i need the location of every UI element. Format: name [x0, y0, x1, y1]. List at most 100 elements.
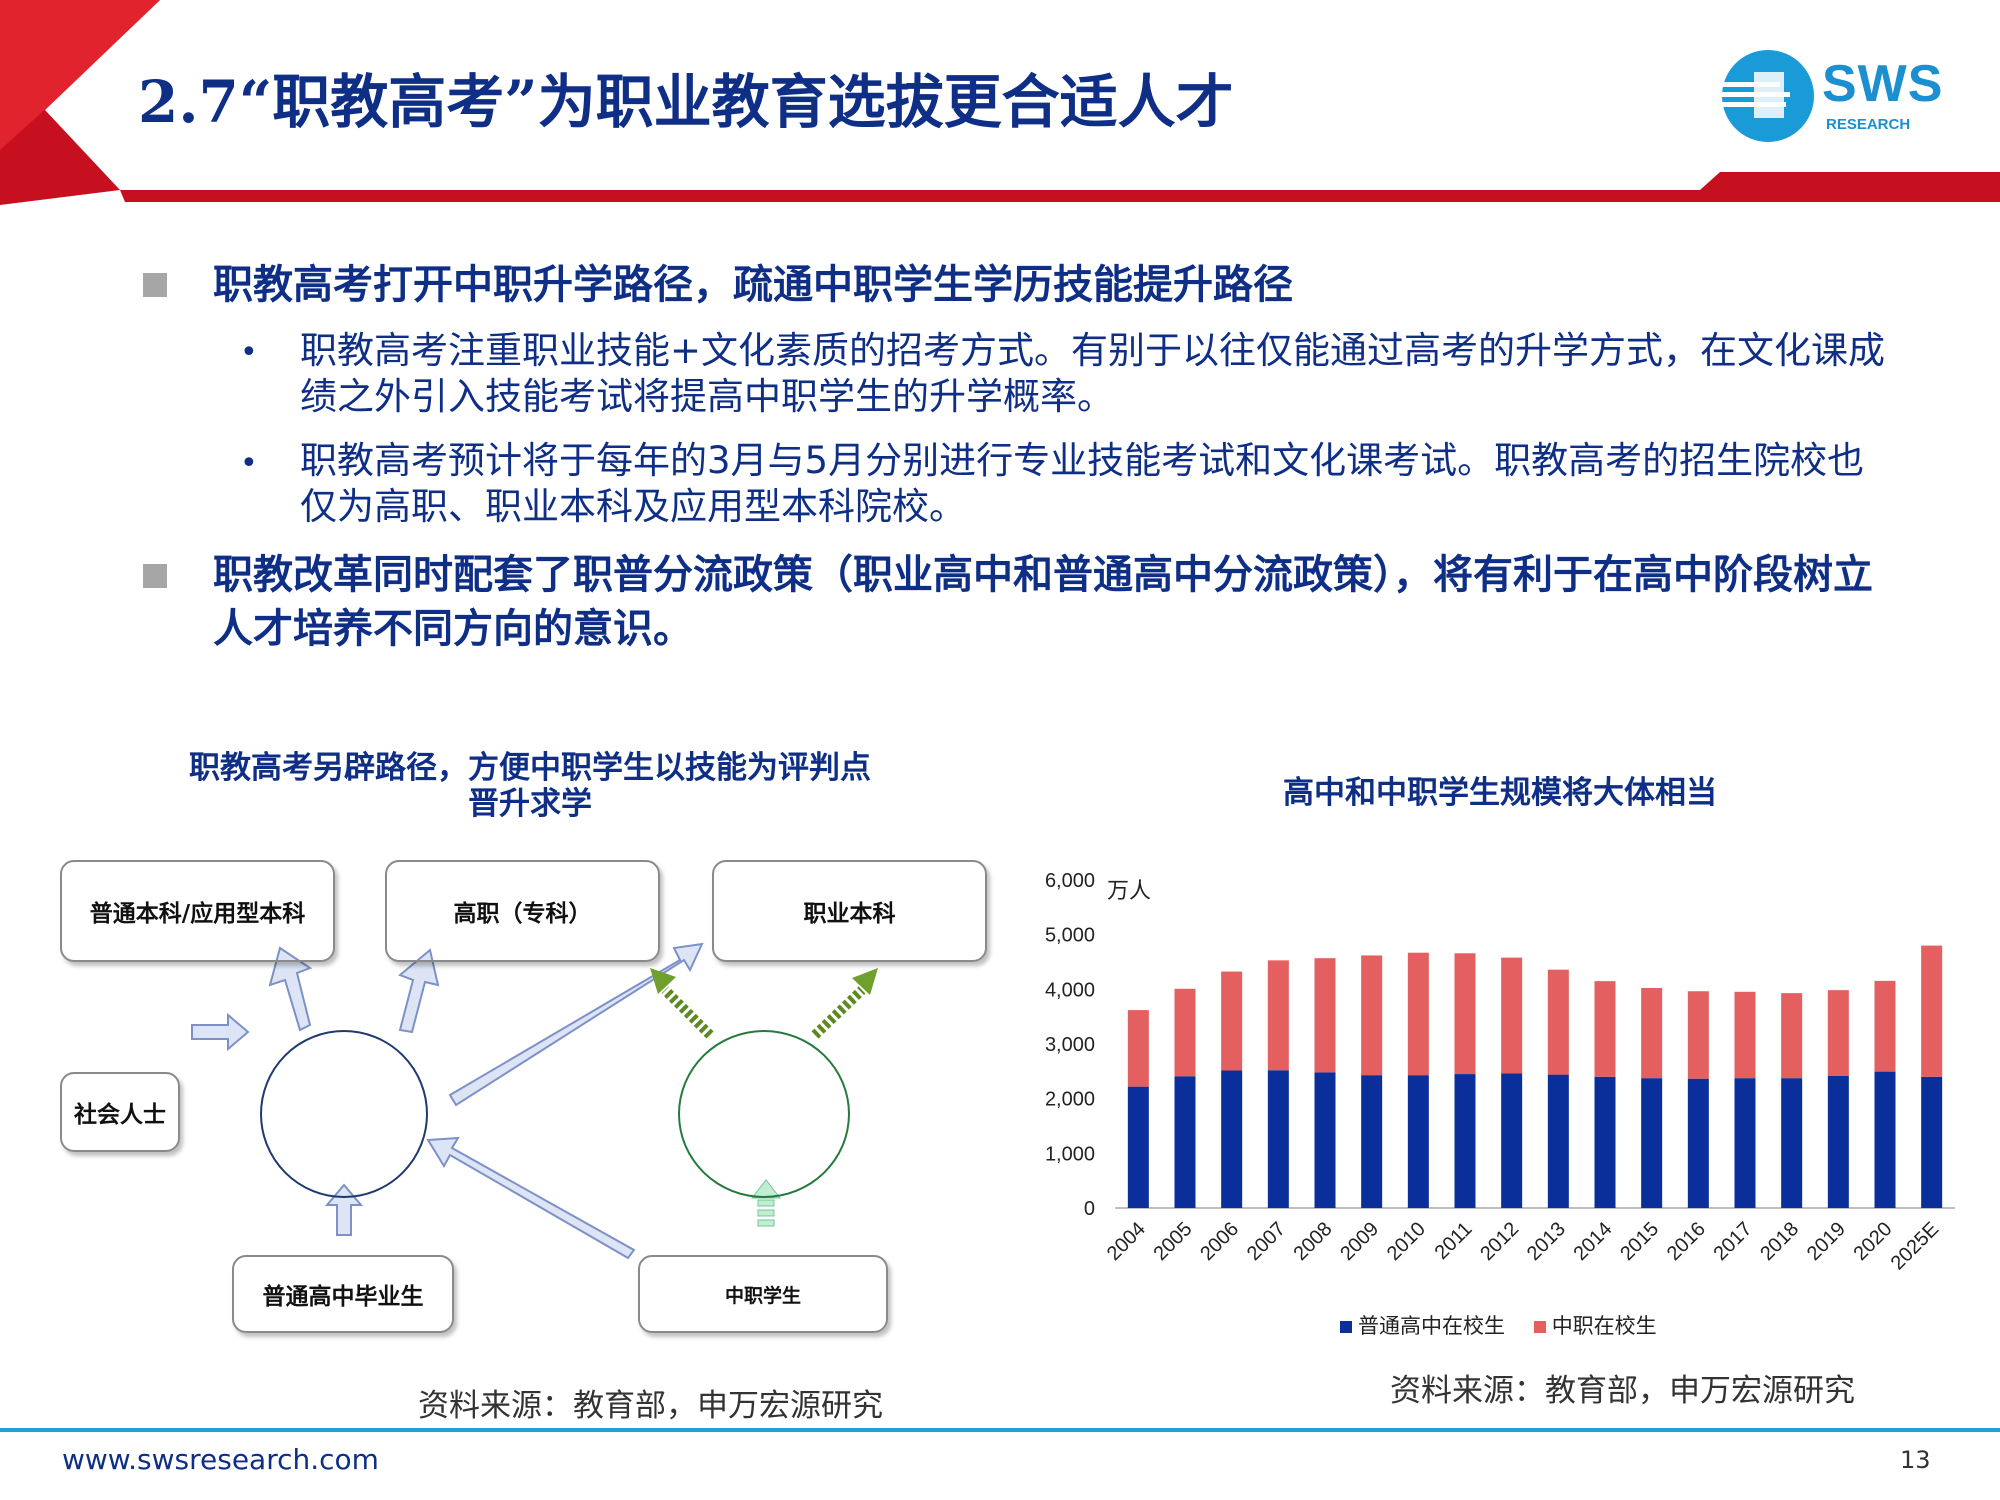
- x-tick-label: 2011: [1431, 1218, 1477, 1264]
- page-number: 13: [1900, 1446, 1931, 1474]
- header-red-underline: [120, 172, 2000, 202]
- main-bullet-1: 职教高考打开中职升学路径，疏通中职学生学历技能提升路径: [213, 262, 1293, 308]
- arrow-to-vocational-college: [398, 948, 440, 1034]
- bar-vocational-2020: [1874, 980, 1896, 1072]
- node-hs-grads: 普通高中毕业生: [232, 1255, 454, 1333]
- node-vocational-gaokao-label: 职教高考: [702, 1099, 826, 1136]
- arrow-vgaokao-to-vocational-undergrad: [811, 986, 866, 1039]
- logo-subtext: RESEARCH: [1826, 116, 1911, 133]
- y-tick-label: 1,000: [1045, 1143, 1095, 1165]
- arrow-to-undergrad: [268, 946, 313, 1032]
- bar-hs-2016: [1687, 1078, 1709, 1208]
- legend-swatch-hs: [1340, 1321, 1352, 1333]
- legend-item-hs: 普通高中在校生: [1340, 1314, 1505, 1338]
- bar-vocational-2015: [1641, 987, 1663, 1079]
- node-society: 社会人士: [60, 1072, 180, 1152]
- chart-unit-label: 万人: [1107, 879, 1152, 904]
- y-tick-label: 0: [1084, 1198, 1095, 1220]
- y-tick-label: 4,000: [1045, 979, 1095, 1001]
- arrow-society-to-gaokao: [191, 1012, 250, 1052]
- diagram-arrows: [191, 942, 878, 1260]
- node-vocational-undergrad: 职业本科: [712, 860, 987, 962]
- bar-hs-2008: [1314, 1072, 1336, 1208]
- header-band: [0, 0, 2000, 205]
- node-vocational-undergrad-label: 职业本科: [803, 901, 896, 927]
- bar-vocational-2013: [1547, 969, 1569, 1075]
- diagram-source: 资料来源：教育部，申万宏源研究: [418, 1388, 883, 1424]
- arrow-vgaokao-to-vocational-college: [661, 986, 714, 1039]
- bar-vocational-2014: [1594, 981, 1616, 1077]
- bar-hs-2017: [1734, 1078, 1756, 1208]
- x-tick-label: 2008: [1290, 1218, 1337, 1265]
- x-tick-label: 2012: [1476, 1218, 1523, 1265]
- bar-vocational-2004: [1127, 1010, 1149, 1087]
- bar-vocational-2019: [1827, 990, 1849, 1076]
- bar-hs-2014: [1594, 1076, 1616, 1208]
- bar-hs-2009: [1361, 1075, 1383, 1208]
- diagram-title: 职教高考另辟路径，方便中职学生以技能为评判点 晋升求学: [120, 750, 940, 822]
- diagram-title-line1: 职教高考另辟路径，方便中职学生以技能为评判点: [189, 750, 871, 786]
- bar-hs-2025E: [1921, 1076, 1943, 1208]
- x-tick-label: 2010: [1383, 1218, 1430, 1265]
- sub-bullet-2: 职教高考预计将于每年的3月与5月分别进行专业技能考试和文化课考试。职教高考的招生…: [300, 439, 1865, 528]
- y-tick-label: 6,000: [1045, 870, 1095, 892]
- y-tick-label: 3,000: [1045, 1034, 1095, 1056]
- logo-text: SWS: [1822, 55, 1944, 113]
- bar-hs-2012: [1501, 1073, 1523, 1208]
- x-tick-label: 2009: [1336, 1218, 1383, 1265]
- bar-hs-2005: [1174, 1076, 1196, 1208]
- x-tick-label: 2017: [1710, 1218, 1757, 1265]
- x-tick-label: 2016: [1663, 1218, 1710, 1265]
- node-vocational-gaokao: 职教高考: [678, 1030, 850, 1198]
- legend-swatch-vocational: [1533, 1321, 1546, 1333]
- bar-hs-2013: [1547, 1074, 1569, 1208]
- legend-item-vocational: 中职在校生: [1533, 1314, 1657, 1338]
- bullet-square: [143, 273, 167, 297]
- bar-vocational-2008: [1314, 958, 1336, 1073]
- footer-line: [0, 1428, 2000, 1432]
- diagram-title-line2: 晋升求学: [468, 786, 592, 822]
- bar-hs-2010: [1407, 1075, 1429, 1208]
- bar-vocational-2016: [1687, 991, 1709, 1079]
- bar-vocational-2011: [1454, 953, 1476, 1075]
- node-vocational-college-label: 高职（专科）: [453, 901, 592, 927]
- node-gaokao-label: 高考: [313, 1099, 375, 1136]
- x-tick-label: 2006: [1196, 1218, 1243, 1265]
- x-tick-label: 2025E: [1887, 1218, 1943, 1274]
- chart-legend: 普通高中在校生 中职在校生: [1340, 1310, 1657, 1340]
- x-tick-label: 2004: [1103, 1218, 1150, 1265]
- x-tick-label: 2018: [1756, 1218, 1803, 1265]
- bar-vocational-2012: [1501, 957, 1523, 1074]
- node-vocational-students-label: 中职学生: [724, 1284, 801, 1307]
- x-tick-label: 2013: [1523, 1218, 1570, 1265]
- bar-hs-2004: [1127, 1086, 1149, 1208]
- x-tick-label: 2015: [1616, 1218, 1663, 1265]
- sub-bullet-1: 职教高考注重职业技能+文化素质的招考方式。有别于以往仅能通过高考的升学方式，在文…: [300, 329, 1885, 418]
- x-tick-label: 2014: [1570, 1218, 1617, 1265]
- node-undergrad-label: 普通本科/应用型本科: [89, 901, 306, 927]
- bar-vocational-2005: [1174, 988, 1196, 1077]
- bullet-square: [143, 564, 167, 588]
- node-society-label: 社会人士: [74, 1102, 166, 1128]
- bar-hs-2018: [1781, 1078, 1803, 1208]
- sws-logo: SWS RESEARCH: [1718, 46, 1958, 146]
- main-bullet-2: 职教改革同时配套了职普分流政策（职业高中和普通高中分流政策），将有利于在高中阶段…: [213, 552, 1873, 652]
- bar-hs-2019: [1827, 1075, 1849, 1208]
- chart-source: 资料来源：教育部，申万宏源研究: [1390, 1373, 1855, 1409]
- bar-hs-2020: [1874, 1071, 1896, 1208]
- node-undergrad: 普通本科/应用型本科: [60, 860, 335, 962]
- chart-title: 高中和中职学生规模将大体相当: [1283, 775, 1717, 811]
- x-tick-label: 2005: [1150, 1218, 1197, 1265]
- x-tick-label: 2007: [1243, 1218, 1290, 1265]
- sub-bullet-dot: •: [240, 335, 258, 370]
- bar-hs-2015: [1641, 1078, 1663, 1208]
- legend-label-hs: 普通高中在校生: [1358, 1314, 1505, 1338]
- arrow-students-to-gaokao: [426, 1136, 636, 1260]
- arrow-gaokao-to-vocational-undergrad: [448, 942, 704, 1107]
- sub-bullet-dot: •: [240, 446, 258, 481]
- node-vocational-students: 中职学生: [638, 1255, 888, 1333]
- bar-vocational-2017: [1734, 991, 1756, 1079]
- node-vocational-college: 高职（专科）: [385, 860, 660, 962]
- footer-url[interactable]: www.swsresearch.com: [62, 1443, 379, 1476]
